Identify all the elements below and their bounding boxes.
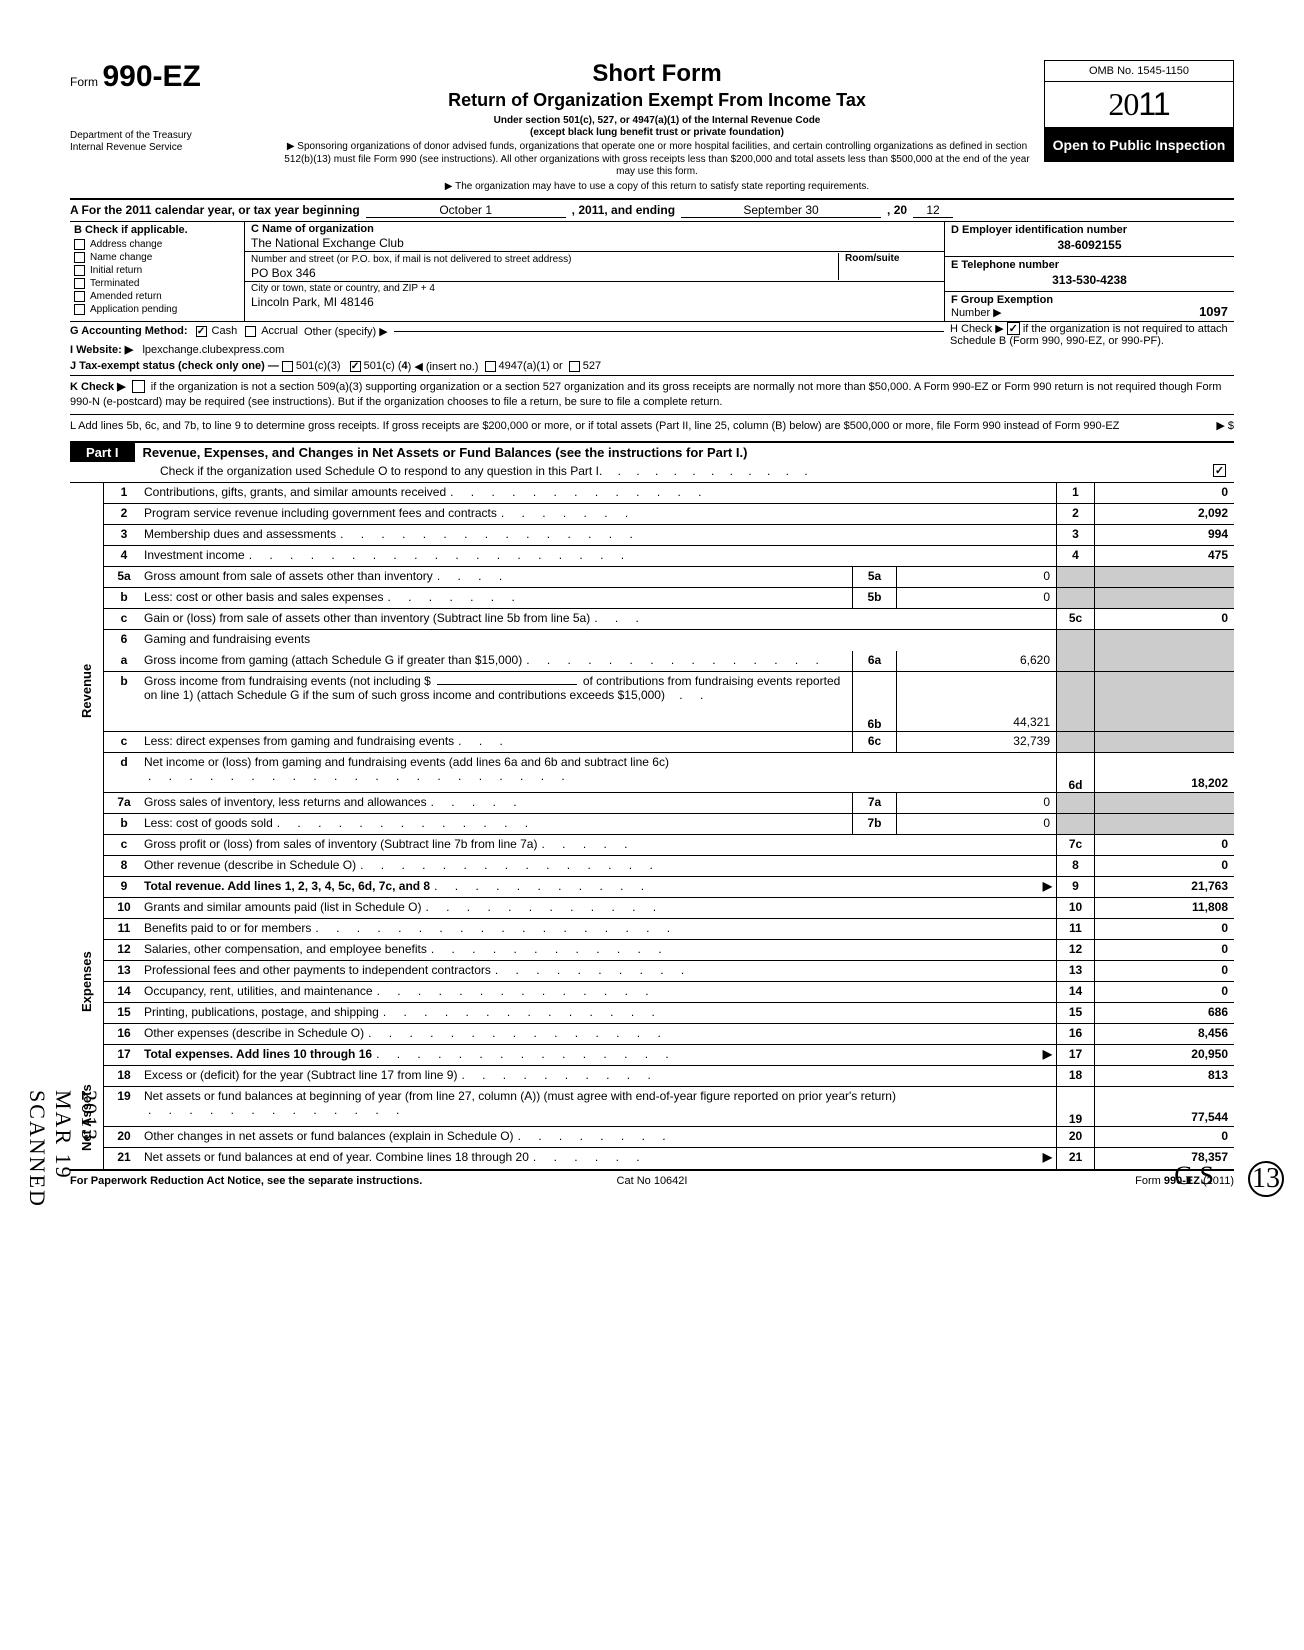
line-2: 2Program service revenue including gover… bbox=[104, 504, 1234, 525]
line-20: 20Other changes in net assets or fund ba… bbox=[104, 1127, 1234, 1148]
section-l: L Add lines 5b, 6c, and 7b, to line 9 to… bbox=[70, 415, 1234, 442]
form-header: Form 990-EZ Department of the Treasury I… bbox=[70, 60, 1234, 200]
tax-year-begin: October 1 bbox=[366, 203, 566, 218]
line-5b: bLess: cost or other basis and sales exp… bbox=[104, 588, 1234, 609]
chk-pending[interactable] bbox=[74, 304, 85, 315]
line-8: 8Other revenue (describe in Schedule O).… bbox=[104, 856, 1234, 877]
tax-year: 2011 bbox=[1044, 82, 1234, 128]
dept-line1: Department of the Treasury bbox=[70, 130, 270, 142]
chk-amended[interactable] bbox=[74, 291, 85, 302]
dept-line2: Internal Revenue Service bbox=[70, 142, 270, 154]
line-14: 14Occupancy, rent, utilities, and mainte… bbox=[104, 982, 1234, 1003]
short-form-title: Short Form bbox=[278, 60, 1036, 88]
phone-value: 313-530-4238 bbox=[951, 271, 1228, 289]
room-suite-label: Room/suite bbox=[838, 253, 938, 280]
tax-year-suffix: 12 bbox=[913, 203, 953, 218]
col-b-checkboxes: B Check if applicable. Address change Na… bbox=[70, 222, 245, 321]
row-j-tax-status: J Tax-exempt status (check only one) — 5… bbox=[70, 358, 1234, 376]
subtitle-2: ▶ Sponsoring organizations of donor advi… bbox=[278, 141, 1036, 179]
side-label-expenses: Expenses bbox=[70, 898, 104, 1066]
part1-subtitle: Check if the organization used Schedule … bbox=[70, 462, 1234, 482]
scanned-stamp: SCANNED MAR 19 2013 bbox=[24, 1090, 102, 1217]
dept-block: Department of the Treasury Internal Reve… bbox=[70, 130, 270, 154]
row-a-tax-year: A For the 2011 calendar year, or tax yea… bbox=[70, 200, 1234, 222]
chk-4947[interactable] bbox=[485, 361, 496, 372]
row-h-schedule-b: H Check ▶ ✓ if the organization is not r… bbox=[944, 322, 1234, 358]
part1-table: Revenue 1Contributions, gifts, grants, a… bbox=[70, 482, 1234, 1171]
chk-address-change[interactable] bbox=[74, 239, 85, 250]
line-5c: cGain or (loss) from sale of assets othe… bbox=[104, 609, 1234, 630]
line-21: 21Net assets or fund balances at end of … bbox=[104, 1148, 1234, 1169]
form-word: Form bbox=[70, 75, 98, 89]
chk-accrual[interactable] bbox=[245, 326, 256, 337]
part1-tab: Part I bbox=[70, 443, 135, 462]
line-15: 15Printing, publications, postage, and s… bbox=[104, 1003, 1234, 1024]
line-7c: cGross profit or (loss) from sales of in… bbox=[104, 835, 1234, 856]
rows-ghij: G Accounting Method: ✓Cash Accrual Other… bbox=[70, 322, 1234, 358]
line-10: 10Grants and similar amounts paid (list … bbox=[104, 898, 1234, 919]
tax-year-end: September 30 bbox=[681, 203, 881, 218]
header-right: OMB No. 1545-1150 2011 Open to Public In… bbox=[1044, 60, 1234, 162]
row-i-website: I Website: ▶ lpexchange.clubexpress.com bbox=[70, 341, 944, 358]
line-17: 17Total expenses. Add lines 10 through 1… bbox=[104, 1045, 1234, 1066]
section-k: K Check ▶ if the organization is not a s… bbox=[70, 376, 1234, 416]
org-street: PO Box 346 bbox=[251, 265, 838, 280]
header-center: Short Form Return of Organization Exempt… bbox=[270, 60, 1044, 192]
line-6: 6Gaming and fundraising events bbox=[104, 630, 1234, 651]
line-12: 12Salaries, other compensation, and empl… bbox=[104, 940, 1234, 961]
part1-title: Revenue, Expenses, and Changes in Net As… bbox=[135, 443, 1234, 462]
chk-terminated[interactable] bbox=[74, 278, 85, 289]
side-label-revenue: Revenue bbox=[70, 483, 104, 898]
col-c-org-info: C Name of organization The National Exch… bbox=[245, 222, 944, 321]
line-5a: 5aGross amount from sale of assets other… bbox=[104, 567, 1234, 588]
line-3: 3Membership dues and assessments. . . . … bbox=[104, 525, 1234, 546]
line-6b: bGross income from fundraising events (n… bbox=[104, 672, 1234, 732]
block-bcd: B Check if applicable. Address change Na… bbox=[70, 222, 1234, 322]
org-name: The National Exchange Club bbox=[251, 235, 938, 250]
row-g-accounting: G Accounting Method: ✓Cash Accrual Other… bbox=[70, 322, 944, 341]
initials-mark: G S bbox=[1174, 1161, 1214, 1191]
line-7b: bLess: cost of goods sold. . . . . . . .… bbox=[104, 814, 1234, 835]
chk-name-change[interactable] bbox=[74, 252, 85, 263]
line-9: 9Total revenue. Add lines 1, 2, 3, 4, 5c… bbox=[104, 877, 1234, 898]
website-value: lpexchange.clubexpress.com bbox=[142, 344, 284, 356]
line-6c: cLess: direct expenses from gaming and f… bbox=[104, 732, 1234, 753]
line-1: 1Contributions, gifts, grants, and simil… bbox=[104, 483, 1234, 504]
omb-number: OMB No. 1545-1150 bbox=[1044, 60, 1234, 82]
page-footer: For Paperwork Reduction Act Notice, see … bbox=[70, 1171, 1234, 1187]
line-19: 19Net assets or fund balances at beginni… bbox=[104, 1087, 1234, 1127]
subtitle-3: ▶ The organization may have to use a cop… bbox=[278, 181, 1036, 192]
ein-value: 38-6092155 bbox=[951, 236, 1228, 254]
line-6a: aGross income from gaming (attach Schedu… bbox=[104, 651, 1234, 672]
part1-header: Part I Revenue, Expenses, and Changes in… bbox=[70, 443, 1234, 462]
chk-initial-return[interactable] bbox=[74, 265, 85, 276]
chk-527[interactable] bbox=[569, 361, 580, 372]
chk-501c[interactable]: ✓ bbox=[350, 361, 361, 372]
group-exemption-value: 1097 bbox=[1199, 304, 1228, 319]
open-to-public: Open to Public Inspection bbox=[1044, 128, 1234, 162]
line-6d: dNet income or (loss) from gaming and fu… bbox=[104, 753, 1234, 793]
org-city: Lincoln Park, MI 48146 bbox=[251, 294, 938, 309]
line-18: 18Excess or (deficit) for the year (Subt… bbox=[104, 1066, 1234, 1087]
line-11: 11Benefits paid to or for members. . . .… bbox=[104, 919, 1234, 940]
chk-schedule-b[interactable]: ✓ bbox=[1007, 322, 1020, 335]
line-13: 13Professional fees and other payments t… bbox=[104, 961, 1234, 982]
line-4: 4Investment income. . . . . . . . . . . … bbox=[104, 546, 1234, 567]
return-title: Return of Organization Exempt From Incom… bbox=[278, 90, 1036, 111]
chk-cash[interactable]: ✓ bbox=[196, 326, 207, 337]
line-7a: 7aGross sales of inventory, less returns… bbox=[104, 793, 1234, 814]
chk-section-k[interactable] bbox=[132, 380, 145, 393]
form-number: 990-EZ bbox=[102, 60, 200, 93]
chk-501c3[interactable] bbox=[282, 361, 293, 372]
corner-number: 13 bbox=[1248, 1161, 1284, 1197]
header-left: Form 990-EZ Department of the Treasury I… bbox=[70, 60, 270, 154]
line-16: 16Other expenses (describe in Schedule O… bbox=[104, 1024, 1234, 1045]
chk-schedule-o[interactable]: ✓ bbox=[1213, 464, 1226, 477]
col-d-ein: D Employer identification number 38-6092… bbox=[944, 222, 1234, 321]
subtitle-1: Under section 501(c), 527, or 4947(a)(1)… bbox=[278, 115, 1036, 139]
